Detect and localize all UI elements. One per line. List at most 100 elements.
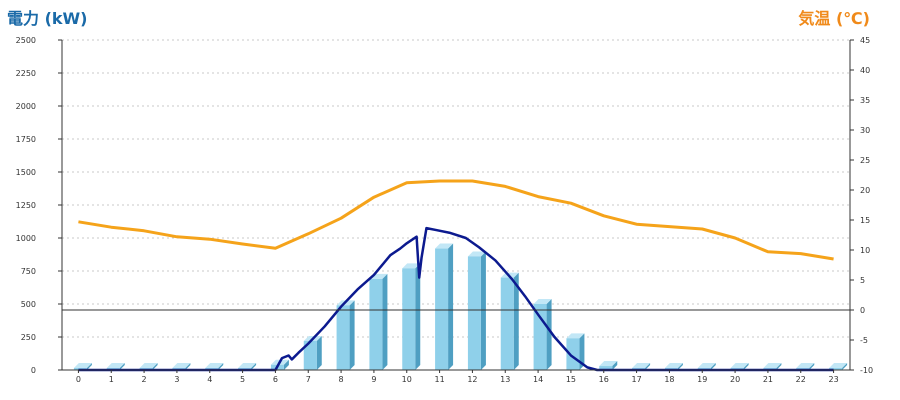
right-tick-label: 0 [860,306,865,315]
power-bar [599,361,618,370]
power-bar [369,273,388,370]
left-tick-label: 750 [21,267,36,276]
power-bar-front [533,304,547,370]
power-bar [467,251,486,370]
x-tick-label: 4 [207,375,212,384]
power-bar-side [185,363,191,370]
temperature-line [78,179,834,261]
power-bars [73,243,848,370]
power-bar-top [566,333,585,339]
power-bar-top [205,363,224,369]
x-tick-label: 11 [434,375,444,384]
power-bar-front [402,268,416,370]
power-bar-top [435,243,454,249]
power-bar-side [152,363,158,370]
power-bar-side [743,363,749,370]
power-bar [566,333,585,370]
power-bar-side [415,263,421,370]
power-bar [336,300,355,370]
right-tick-label: 5 [860,276,865,285]
right-tick-label: 20 [860,186,870,195]
x-tick-label: 23 [828,375,838,384]
power-bar-side [251,363,257,370]
right-tick-label: -10 [860,366,873,375]
power-bar-top [664,363,683,369]
power-bar-top [730,363,749,369]
power-bar-top [238,363,257,369]
x-tick-label: 17 [631,375,641,384]
power-bar-side [382,273,388,370]
axes [58,39,854,373]
left-tick-label: 1000 [16,234,36,243]
x-tick-label: 7 [306,375,311,384]
left-tick-label: 500 [21,300,36,309]
power-bar-top [829,363,848,369]
x-tick-label: 3 [174,375,179,384]
right-tick-label: 40 [860,66,870,75]
power-bar-side [218,363,224,370]
power-bar-front [336,305,350,370]
power-bar-side [579,333,585,370]
power-bar-front [829,368,843,370]
power-bar-side [316,335,322,370]
x-tick-label: 16 [599,375,609,384]
power-bar-top [599,361,618,367]
power-bar-side [710,363,716,370]
power-bar [303,335,322,370]
power-bar-side [119,363,125,370]
power-bar-front [500,277,514,370]
power-bar-top [172,363,191,369]
x-tick-label: 5 [240,375,245,384]
power-bar-top [402,263,421,269]
power-bar-side [480,251,486,370]
right-tick-label: 45 [860,36,870,45]
power-bar-side [349,300,355,370]
x-tick-label: 10 [402,375,412,384]
power-bar-side [283,359,289,370]
left-tick-label: 250 [21,333,36,342]
power-bar-side [809,363,815,370]
power-bar-side [513,272,519,370]
right-tick-label: 15 [860,216,870,225]
left-axis-title: 電力 (kW) [7,9,88,28]
power-bar-top [106,363,125,369]
x-tick-label: 21 [763,375,773,384]
x-tick-label: 22 [796,375,806,384]
right-tick-label: 10 [860,246,870,255]
x-tick-label: 12 [467,375,477,384]
left-tick-label: 1250 [16,201,36,210]
power-bar-top [697,363,716,369]
power-line [78,226,834,372]
right-tick-label: 35 [860,96,870,105]
power-bar-top [796,363,815,369]
x-tick-label: 18 [664,375,674,384]
power-bar-side [86,363,92,370]
right-axis-title: 気温 (℃) [798,9,870,28]
right-tick-label: 30 [860,126,870,135]
power-bar [435,243,454,370]
x-tick-label: 9 [371,375,376,384]
power-bar [402,263,421,370]
power-bar-front [566,338,580,370]
x-tick-label: 1 [109,375,114,384]
x-tick-label: 20 [730,375,740,384]
left-tick-label: 2500 [16,36,36,45]
power-bar-front [369,278,383,370]
x-tick-label: 13 [500,375,510,384]
power-bar-front [303,340,317,370]
power-bar-top [763,363,782,369]
power-bar-top [632,363,651,369]
left-tick-label: 1500 [16,168,36,177]
x-tick-label: 0 [76,375,81,384]
power-bar-side [842,363,848,370]
series-lines [78,179,834,372]
power-bar-side [612,361,618,370]
power-bar-side [448,243,454,370]
power-bar-top [73,363,92,369]
right-tick-label: -5 [860,336,868,345]
left-tick-label: 0 [31,366,36,375]
left-tick-label: 2250 [16,69,36,78]
power-bar [829,363,848,370]
power-bar-top [533,299,552,304]
